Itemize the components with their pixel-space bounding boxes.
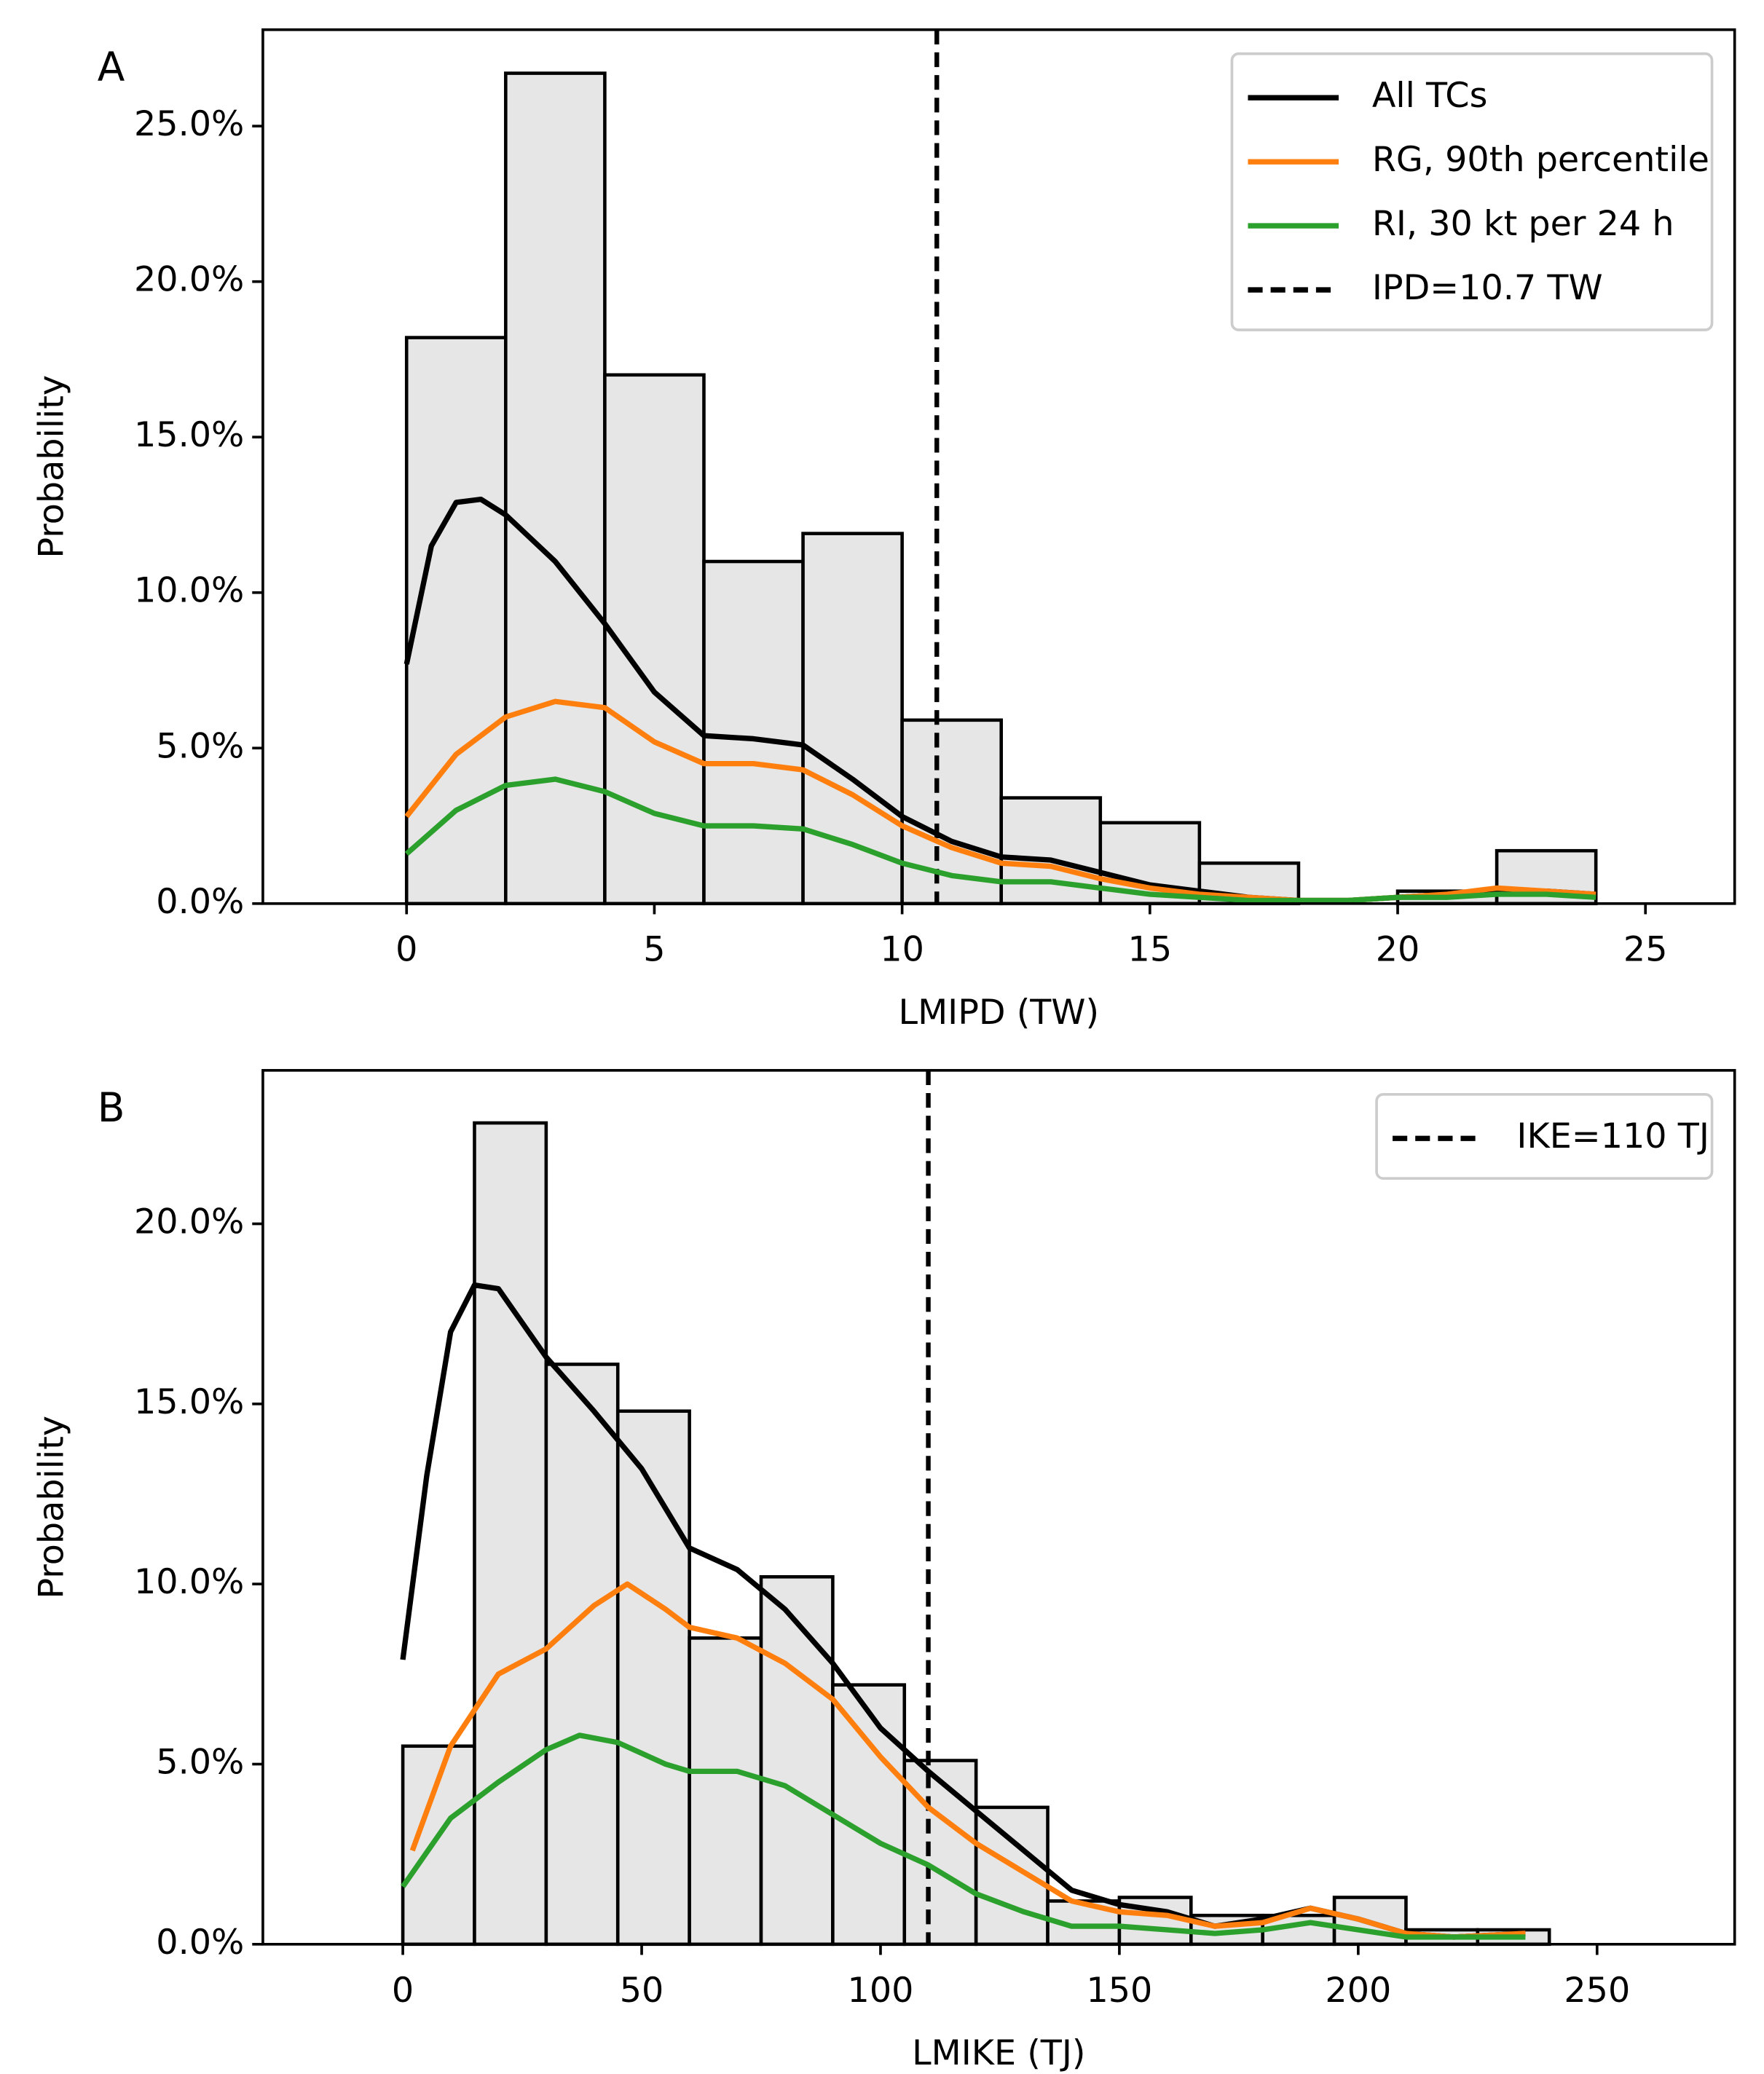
x-tick-label: 5 xyxy=(643,930,665,970)
y-tick-label: 20.0% xyxy=(134,1202,244,1242)
legend-label: IPD=10.7 TW xyxy=(1372,268,1603,308)
axes-frame xyxy=(261,28,1736,905)
bar xyxy=(473,1121,548,1947)
y-tick-label: 5.0% xyxy=(156,726,244,766)
x-tick-label: 150 xyxy=(1086,1971,1152,2011)
bar xyxy=(544,1363,620,1947)
x-tick-label: 200 xyxy=(1325,1971,1391,2011)
y-tick-label: 10.0% xyxy=(134,571,244,611)
x-tick-label: 20 xyxy=(1376,930,1420,970)
bar xyxy=(688,1636,763,1947)
panel: 0 5 10 15 20 25 0.0% 5.0% 10.0% 15.0% 20.0% 25.0% LM… xyxy=(31,28,1736,1033)
legend-label: RG, 90th percentile xyxy=(1372,140,1709,180)
panel-label: A xyxy=(98,44,125,90)
kde-line xyxy=(404,776,1596,904)
x-axis-label: LMIKE (TJ) xyxy=(912,2033,1085,2073)
y-tick-label: 20.0% xyxy=(134,260,244,300)
bar xyxy=(702,559,805,906)
legend-frame xyxy=(1230,52,1714,331)
y-tick-label: 5.0% xyxy=(156,1742,244,1782)
bar xyxy=(974,1805,1050,1947)
x-tick-label: 100 xyxy=(848,1971,914,2011)
axes-frame xyxy=(261,1068,1736,1946)
kde-line xyxy=(409,1581,1526,1940)
bar xyxy=(759,1574,835,1947)
bar xyxy=(831,1683,907,1947)
x-tick-label: 0 xyxy=(395,930,417,970)
y-tick-label: 10.0% xyxy=(134,1562,244,1602)
legend-label: RI, 30 kt per 24 h xyxy=(1372,204,1674,244)
legend-frame xyxy=(1375,1092,1714,1180)
kde-line xyxy=(401,1732,1526,1940)
bar xyxy=(902,1759,978,1947)
x-axis-label: LMIPD (TW) xyxy=(899,993,1100,1033)
legend: IKE=110 TJ xyxy=(1375,1092,1714,1180)
x-tick-label: 0 xyxy=(392,1971,414,2011)
y-axis-label: Probability xyxy=(31,1416,71,1599)
panel-label: B xyxy=(98,1084,125,1131)
x-tick-label: 250 xyxy=(1564,1971,1630,2011)
y-tick-label: 15.0% xyxy=(134,415,244,455)
bar xyxy=(404,336,508,906)
legend-label: IKE=110 TJ xyxy=(1516,1116,1709,1156)
x-tick-label: 50 xyxy=(620,1971,664,2011)
x-tick-label: 15 xyxy=(1128,930,1173,970)
y-tick-label: 0.0% xyxy=(156,1923,244,1963)
y-tick-label: 15.0% xyxy=(134,1382,244,1422)
y-axis-label: Probability xyxy=(31,375,71,559)
y-tick-label: 0.0% xyxy=(156,882,244,922)
y-tick-label: 25.0% xyxy=(134,104,244,144)
x-tick-label: 10 xyxy=(880,930,924,970)
bar xyxy=(504,71,607,906)
bar xyxy=(801,532,904,906)
bar xyxy=(615,1409,691,1947)
x-tick-label: 25 xyxy=(1623,930,1668,970)
legend: All TCs RG, 90th percentile RI, 30 kt per … xyxy=(1230,52,1714,331)
panel: 0 50 100 150 200 250 0.0% 5.0% 10.0% 15.0% 20.0% LM… xyxy=(31,1068,1736,2073)
legend-label: All TCs xyxy=(1372,76,1488,116)
